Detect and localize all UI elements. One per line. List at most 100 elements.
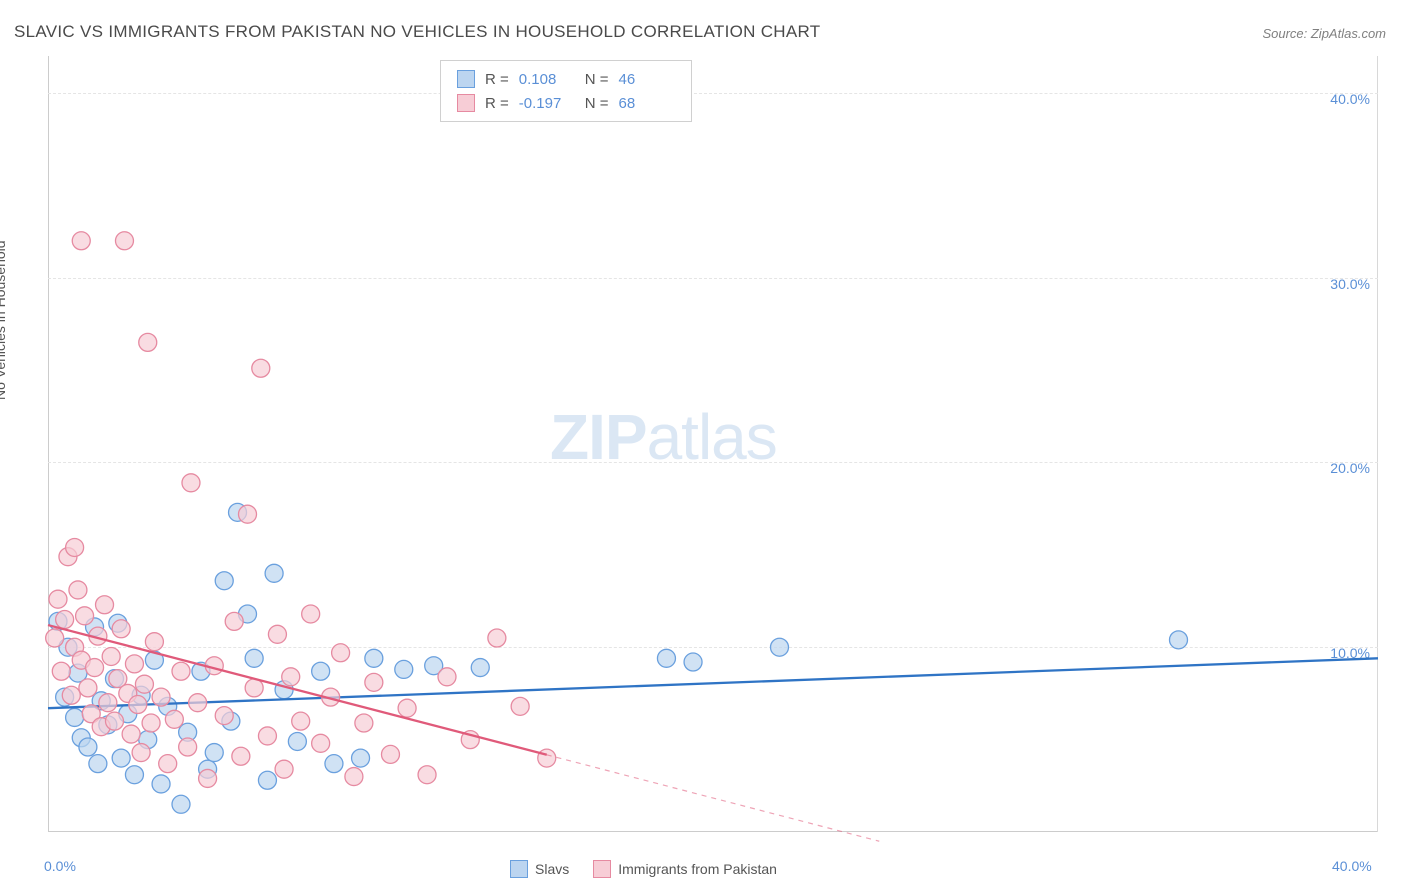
scatter-point-slavs [215, 572, 233, 590]
scatter-point-pakistan [102, 647, 120, 665]
stats-swatch [457, 70, 475, 88]
scatter-point-slavs [352, 749, 370, 767]
scatter-point-pakistan [56, 611, 74, 629]
scatter-point-pakistan [132, 744, 150, 762]
scatter-point-pakistan [292, 712, 310, 730]
scatter-point-pakistan [418, 766, 436, 784]
scatter-point-pakistan [76, 607, 94, 625]
scatter-point-pakistan [511, 697, 529, 715]
scatter-point-slavs [66, 708, 84, 726]
scatter-point-slavs [125, 766, 143, 784]
legend-swatch [593, 860, 611, 878]
scatter-point-pakistan [129, 696, 147, 714]
scatter-point-pakistan [488, 629, 506, 647]
scatter-point-pakistan [282, 668, 300, 686]
scatter-point-slavs [312, 662, 330, 680]
scatter-point-slavs [89, 755, 107, 773]
scatter-point-pakistan [538, 749, 556, 767]
legend-item: Immigrants from Pakistan [593, 860, 777, 878]
scatter-point-pakistan [438, 668, 456, 686]
stats-n-label: N = [585, 71, 609, 88]
stats-n-value: 46 [619, 71, 675, 88]
scatter-point-pakistan [275, 760, 293, 778]
scatter-point-pakistan [69, 581, 87, 599]
scatter-point-slavs [205, 744, 223, 762]
scatter-point-pakistan [152, 688, 170, 706]
scatter-point-pakistan [268, 625, 286, 643]
scatter-point-pakistan [122, 725, 140, 743]
scatter-point-pakistan [345, 768, 363, 786]
chart-source: Source: ZipAtlas.com [1262, 26, 1386, 41]
scatter-point-pakistan [86, 659, 104, 677]
scatter-point-pakistan [182, 474, 200, 492]
scatter-point-slavs [684, 653, 702, 671]
scatter-point-pakistan [312, 734, 330, 752]
scatter-point-pakistan [96, 596, 114, 614]
scatter-point-pakistan [139, 333, 157, 351]
scatter-point-slavs [79, 738, 97, 756]
stats-r-value: 0.108 [519, 71, 575, 88]
scatter-point-pakistan [106, 712, 124, 730]
y-axis-label: No Vehicles in Household [0, 240, 8, 400]
scatter-point-slavs [657, 649, 675, 667]
stats-r-label: R = [485, 95, 509, 112]
chart-title: SLAVIC VS IMMIGRANTS FROM PAKISTAN NO VE… [14, 22, 820, 42]
scatter-point-pakistan [225, 612, 243, 630]
scatter-point-pakistan [115, 232, 133, 250]
scatter-point-pakistan [52, 662, 70, 680]
legend: Slavs Immigrants from Pakistan [510, 860, 777, 878]
scatter-point-pakistan [66, 538, 84, 556]
scatter-point-pakistan [189, 694, 207, 712]
stats-n-value: 68 [619, 95, 675, 112]
scatter-point-pakistan [135, 675, 153, 693]
scatter-point-slavs [325, 755, 343, 773]
scatter-point-slavs [172, 795, 190, 813]
scatter-point-slavs [288, 732, 306, 750]
stats-swatch [457, 94, 475, 112]
scatter-point-pakistan [112, 620, 130, 638]
scatter-point-pakistan [145, 633, 163, 651]
scatter-point-pakistan [125, 655, 143, 673]
scatter-point-pakistan [179, 738, 197, 756]
scatter-point-slavs [152, 775, 170, 793]
scatter-point-pakistan [239, 505, 257, 523]
stats-n-label: N = [585, 95, 609, 112]
scatter-point-pakistan [99, 694, 117, 712]
scatter-point-pakistan [258, 727, 276, 745]
scatter-point-slavs [265, 564, 283, 582]
scatter-point-pakistan [159, 755, 177, 773]
scatter-point-slavs [258, 771, 276, 789]
legend-label: Immigrants from Pakistan [618, 861, 777, 877]
scatter-point-pakistan [355, 714, 373, 732]
scatter-point-pakistan [49, 590, 67, 608]
scatter-point-pakistan [62, 686, 80, 704]
scatter-point-slavs [471, 659, 489, 677]
scatter-point-slavs [1170, 631, 1188, 649]
scatter-point-pakistan [398, 699, 416, 717]
scatter-point-pakistan [252, 359, 270, 377]
regression-line-dashed-pakistan [547, 755, 880, 841]
legend-label: Slavs [535, 861, 569, 877]
scatter-point-pakistan [46, 629, 64, 647]
x-tick-label: 0.0% [44, 858, 76, 874]
scatter-point-slavs [365, 649, 383, 667]
scatter-plot [48, 56, 1378, 832]
scatter-point-slavs [112, 749, 130, 767]
scatter-point-pakistan [365, 673, 383, 691]
scatter-point-pakistan [215, 707, 233, 725]
stats-row: R =-0.197N =68 [457, 91, 675, 115]
scatter-point-pakistan [381, 745, 399, 763]
scatter-point-pakistan [199, 769, 217, 787]
scatter-point-pakistan [245, 679, 263, 697]
scatter-point-pakistan [79, 679, 97, 697]
scatter-point-pakistan [142, 714, 160, 732]
scatter-point-pakistan [232, 747, 250, 765]
x-tick-label: 40.0% [1332, 858, 1372, 874]
scatter-point-slavs [771, 638, 789, 656]
stats-row: R =0.108N =46 [457, 67, 675, 91]
scatter-point-slavs [245, 649, 263, 667]
scatter-point-pakistan [172, 662, 190, 680]
legend-swatch [510, 860, 528, 878]
scatter-point-pakistan [72, 232, 90, 250]
scatter-point-pakistan [302, 605, 320, 623]
